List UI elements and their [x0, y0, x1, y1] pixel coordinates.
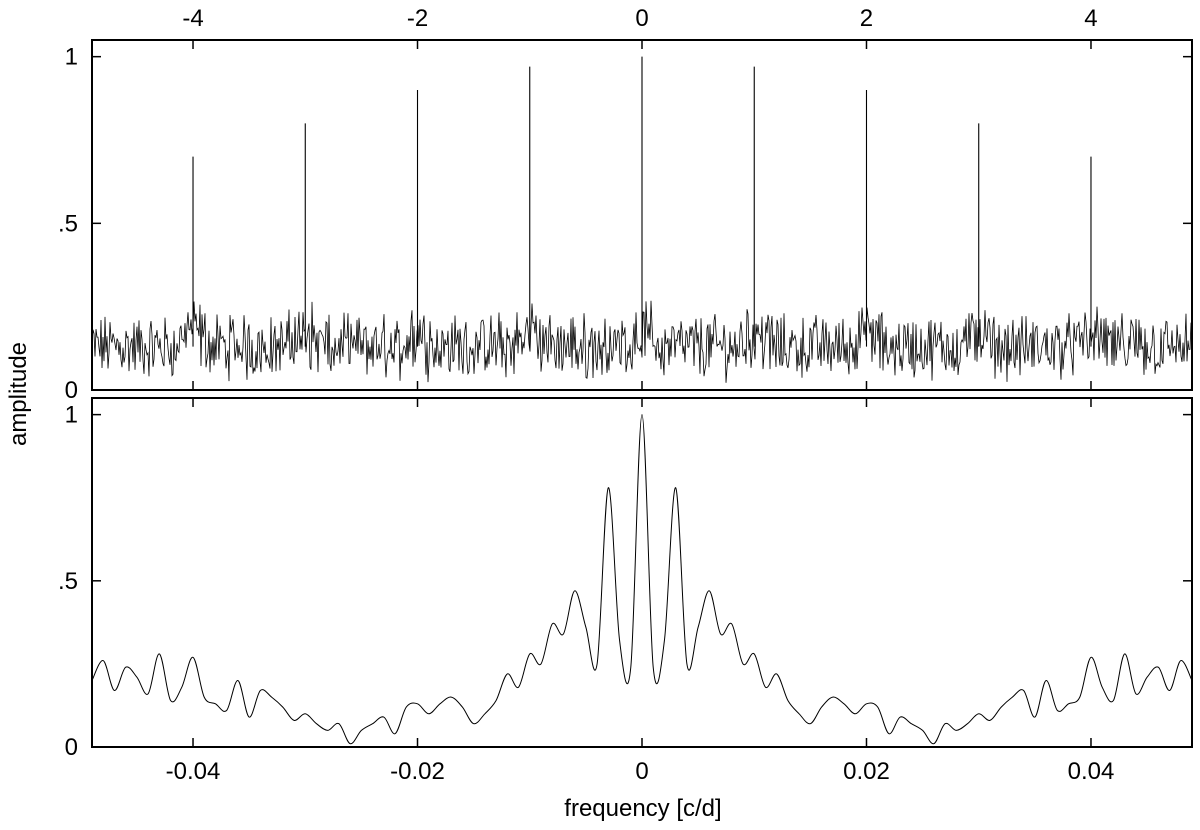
y-axis-title: amplitude	[5, 342, 32, 446]
top-axis-ticks: -4 -2 0 2 4 0 .5 1	[58, 5, 1192, 404]
top-x-tick-label: -4	[182, 5, 203, 32]
top-y-tick-label: 0	[65, 377, 78, 404]
top-x-tick-label: 2	[860, 5, 873, 32]
top-x-tick-label: 4	[1084, 5, 1097, 32]
bottom-x-tick-label: 0.02	[843, 758, 890, 785]
bottom-x-tick-label: -0.02	[390, 758, 445, 785]
bottom-window-line	[91, 414, 1193, 745]
bottom-x-tick-label: 0.04	[1068, 758, 1115, 785]
x-axis-title: frequency [c/d]	[564, 795, 721, 822]
bottom-x-tick-label: -0.04	[166, 758, 221, 785]
bottom-y-tick-label: 0	[65, 734, 78, 761]
top-noise-line	[91, 300, 1193, 383]
bottom-y-tick-label: 1	[65, 402, 78, 429]
bottom-panel: -0.04 -0.02 0 0.02 0.04 0 .5 1	[58, 397, 1193, 785]
top-x-tick-label: 0	[635, 5, 648, 32]
top-y-tick-label: 1	[65, 44, 78, 71]
top-plot-frame	[91, 39, 1193, 391]
top-y-tick-label: .5	[58, 210, 78, 237]
bottom-x-tick-label: 0	[635, 758, 648, 785]
bottom-y-tick-label: .5	[58, 568, 78, 595]
bottom-plot-frame	[91, 397, 1193, 748]
top-x-tick-label: -2	[407, 5, 428, 32]
bottom-window-series	[91, 414, 1193, 745]
top-panel: -4 -2 0 2 4 0 .5 1	[58, 5, 1193, 404]
bottom-axis-ticks: -0.04 -0.02 0 0.02 0.04 0 .5 1	[58, 398, 1192, 785]
top-spectrum-series	[91, 56, 1193, 383]
